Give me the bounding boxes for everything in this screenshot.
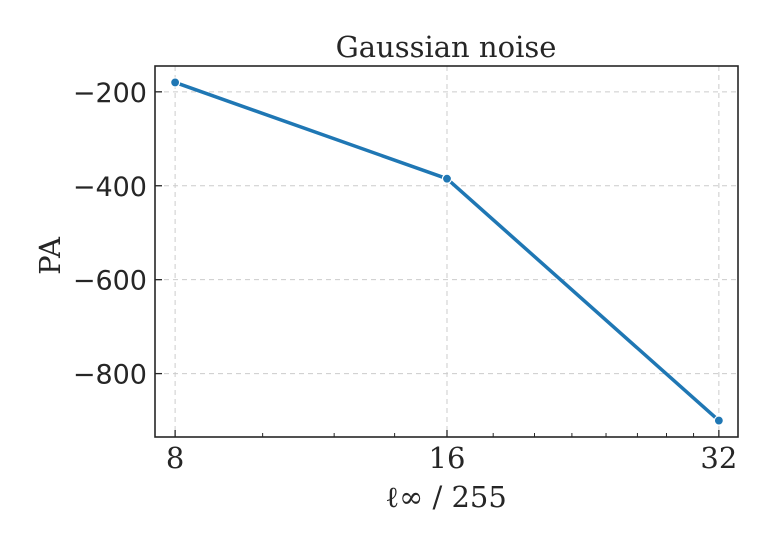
y-tick-label: −200 <box>73 78 147 109</box>
series-layer <box>170 77 724 426</box>
data-point <box>170 77 181 88</box>
data-point <box>441 173 453 184</box>
x-tick-label: 16 <box>429 441 466 475</box>
x-tick-label: 32 <box>700 441 737 475</box>
y-tick-label: −800 <box>73 360 147 391</box>
x-axis-label: ℓ∞ / 255 <box>385 480 507 514</box>
y-tick-label: −600 <box>73 266 147 297</box>
y-axis-label: PA <box>33 236 67 275</box>
ticks: 8 16 32 −200 −400 −600 −800 <box>73 78 737 475</box>
chart-title: Gaussian noise <box>336 30 557 64</box>
y-tick-label: −400 <box>73 172 147 203</box>
data-point <box>713 415 724 426</box>
grid <box>155 66 738 437</box>
x-tick-label: 8 <box>166 441 184 475</box>
